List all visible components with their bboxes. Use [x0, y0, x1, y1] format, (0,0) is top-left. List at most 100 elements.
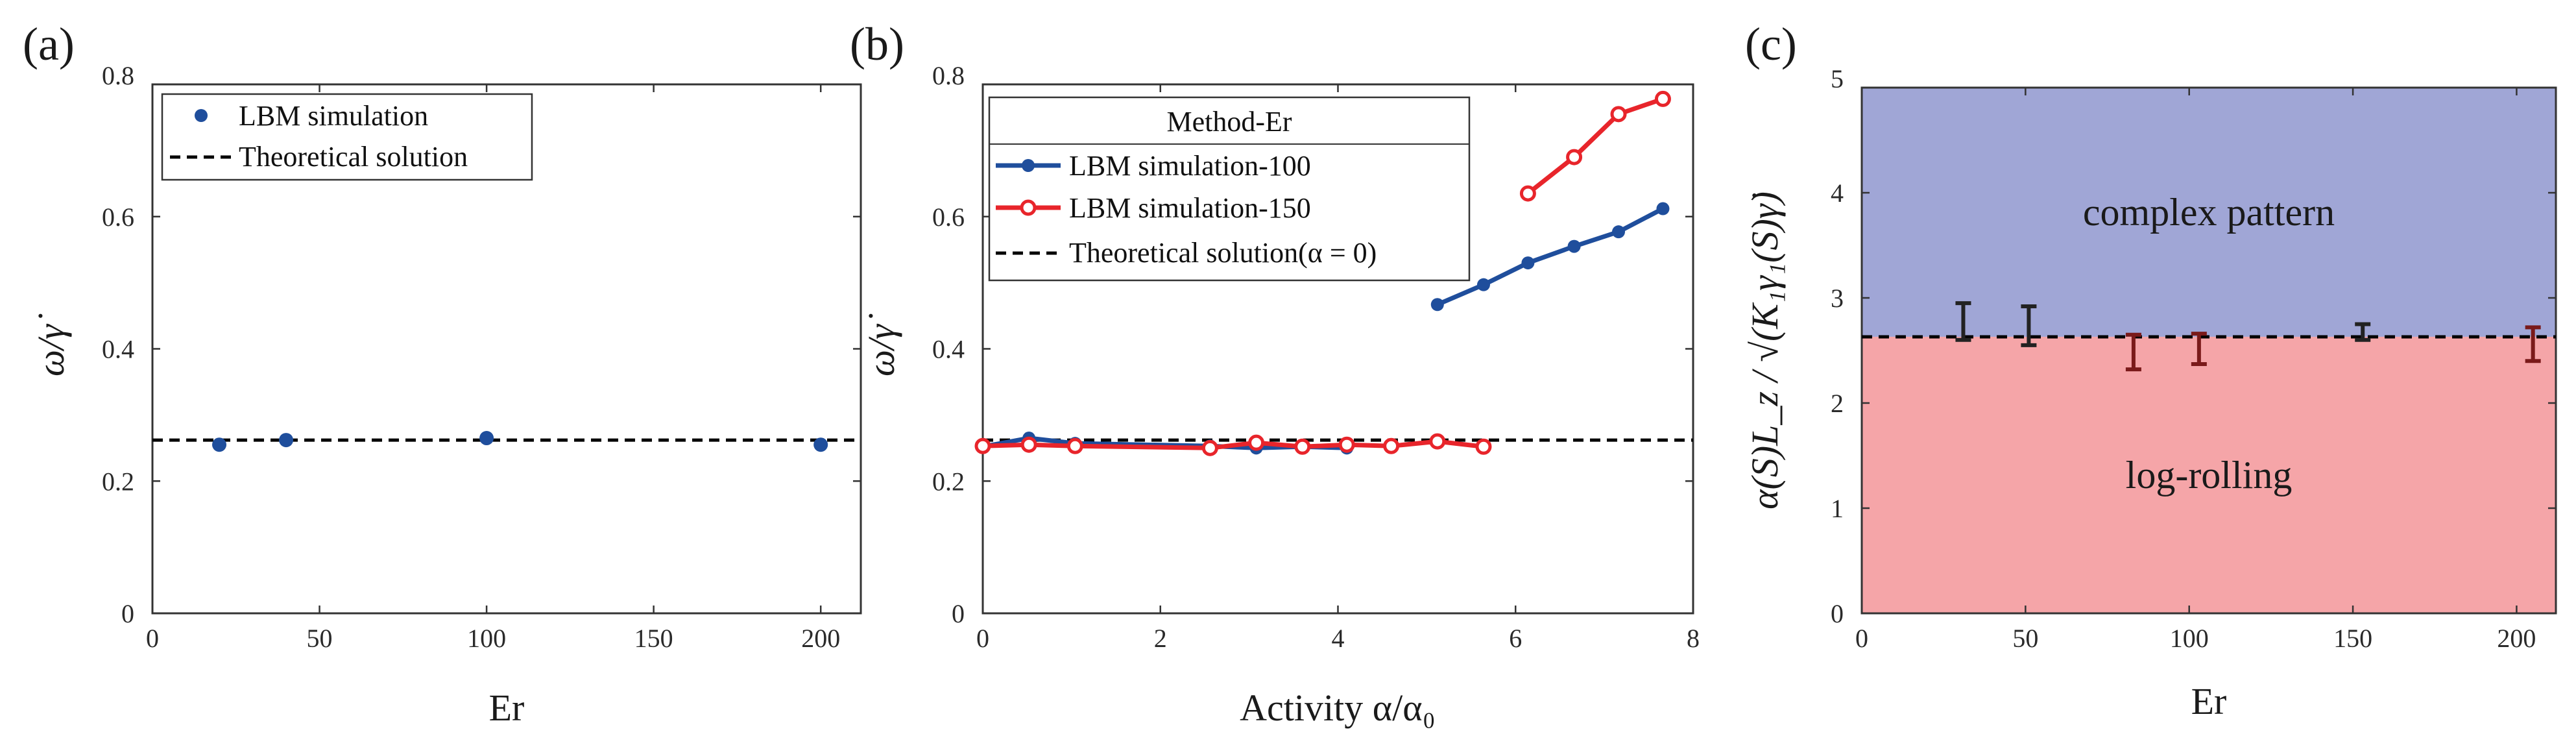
panel-c-x-tick-label: 100 — [2170, 624, 2209, 653]
panel-b-data-point-lbm-simulation-150 — [1201, 439, 1218, 456]
panel-c-regions — [1862, 88, 2556, 613]
panel-a-y-tick-label: 0.2 — [102, 467, 134, 496]
panel-c: 0 50 100 150 200 0 1 2 3 4 5 complex pattern log-r… — [1744, 64, 2557, 722]
panel-b-series-line-lbm-simulation-150 — [982, 439, 1484, 450]
panel-a-data-point — [813, 437, 828, 452]
panel-a-x-tick-label: 0 — [146, 624, 159, 653]
panel-a-x-ticks: 0 50 100 150 200 — [146, 84, 840, 653]
panel-b-data-point-lbm-simulation-150 — [1383, 437, 1400, 454]
panel-b-y-tick-label: 0.6 — [932, 202, 965, 232]
panel-b-legend-title: Method-Er — [1166, 106, 1292, 138]
panel-c-y-tick-label: 0 — [1831, 599, 1844, 628]
panel-b-x-ticks: 0 2 4 6 8 — [976, 84, 1700, 653]
panel-b-data-point-lbm-simulation-100 — [1476, 278, 1490, 291]
panel-a-data-point — [279, 433, 294, 448]
panel-b-y-tick-label: 0.4 — [932, 335, 965, 364]
panel-b-y-axis-title: ω/γ̇ — [860, 313, 902, 376]
panel-c-error-bar — [2525, 325, 2541, 363]
panel-b-x-axis-title: Activity α/α₀ — [1240, 687, 1436, 729]
panel-b-legend-box — [988, 96, 1471, 282]
panel-b-data-point-lbm-simulation-150 — [974, 437, 991, 454]
panel-label-c: (c) — [1745, 18, 1797, 70]
panel-a-legend: LBM simulation Theoretical solution — [161, 93, 533, 181]
panel-b-data-point-lbm-simulation-150 — [1519, 185, 1536, 202]
panel-a-y-tick-label: 0.8 — [102, 61, 134, 90]
panel-a-x-tick-label: 100 — [467, 624, 506, 653]
panel-c-x-tick-label: 0 — [1855, 624, 1868, 653]
panel-a-legend-label-lbm: LBM simulation — [239, 100, 428, 132]
panel-b-data-point-lbm-simulation-150 — [1475, 438, 1492, 455]
panel-c-x-tick-label: 200 — [2497, 624, 2536, 653]
panel-b-series-line-lbm-simulation-150 — [1526, 97, 1664, 195]
panel-b-data-point-lbm-simulation-100 — [1567, 239, 1581, 253]
panel-c-x-tick-label: 50 — [2012, 624, 2038, 653]
panel-b: 0 2 4 6 8 0 0.2 0.4 0.6 0.8 Activity α/α₀ ω/γ̇ M… — [860, 61, 1700, 729]
panel-b-y-tick-label: 0.2 — [932, 467, 965, 496]
panel-a-y-tick-label: 0.6 — [102, 202, 134, 232]
panel-b-data-point-lbm-simulation-100 — [1656, 202, 1670, 215]
panel-b-y-ticks: 0 0.2 0.4 0.6 0.8 — [932, 61, 1693, 628]
panel-a-x-axis-title: Er — [489, 687, 525, 729]
panel-c-region-label-log-rolling: log-rolling — [2126, 454, 2293, 496]
panel-b-x-tick-label: 0 — [976, 624, 989, 653]
panel-c-region-complex-pattern — [1862, 88, 2556, 337]
panel-b-x-tick-label: 4 — [1332, 624, 1345, 653]
panel-b-data-point-lbm-simulation-150 — [1020, 436, 1037, 453]
panel-c-frame — [1860, 86, 2557, 615]
panel-a-data-points — [212, 431, 828, 452]
panel-b-legend-marker-150 — [1020, 199, 1037, 216]
panel-c-region-label-complex-pattern: complex pattern — [2083, 191, 2335, 234]
panel-b-data-point-lbm-simulation-100 — [1521, 256, 1535, 270]
panel-a-y-ticks: 0 0.2 0.4 0.6 0.8 — [102, 61, 861, 628]
panel-b-data-point-lbm-simulation-100 — [1612, 225, 1626, 239]
panel-a-x-tick-label: 150 — [634, 624, 673, 653]
panel-b-x-tick-label: 2 — [1154, 624, 1167, 653]
panel-a-data-point — [212, 437, 227, 452]
panel-b-data-point-lbm-simulation-150 — [1294, 438, 1311, 455]
panel-a-y-tick-label: 0.4 — [102, 335, 134, 364]
panel-b-data-point-lbm-simulation-150 — [1566, 149, 1583, 165]
panel-a-y-tick-label: 0 — [121, 599, 134, 628]
panel-b-x-tick-label: 8 — [1687, 624, 1700, 653]
panel-c-error-bars — [1955, 301, 2541, 372]
panel-c-x-axis-title: Er — [2191, 680, 2227, 722]
panel-b-data-point-lbm-simulation-150 — [1654, 90, 1671, 107]
panel-b-series-line-lbm-simulation-100 — [1436, 206, 1665, 307]
panel-c-x-tick-label: 150 — [2333, 624, 2372, 653]
panel-b-data-series — [974, 90, 1671, 456]
panel-c-region-labels: complex pattern log-rolling — [2083, 191, 2335, 496]
panel-b-data-point-lbm-simulation-150 — [1610, 106, 1627, 123]
panel-c-y-tick-label: 2 — [1831, 389, 1844, 418]
panel-c-error-bar — [2191, 332, 2207, 367]
panel-b-data-point-lbm-simulation-100 — [1430, 298, 1444, 312]
panel-a-y-axis-title: ω/γ̇ — [30, 313, 72, 376]
panel-c-error-bar — [2021, 304, 2037, 347]
panel-b-x-tick-label: 6 — [1509, 624, 1522, 653]
panel-b-data-point-lbm-simulation-150 — [1338, 436, 1355, 453]
panel-b-legend: Method-Er LBM simulation-100 LBM simulat… — [988, 96, 1471, 282]
panel-a-x-tick-label: 200 — [801, 624, 840, 653]
panel-b-y-tick-label: 0.8 — [932, 61, 965, 90]
panel-c-x-ticks: 0 50 100 150 200 — [1855, 88, 2536, 653]
panel-c-error-bar — [2125, 332, 2141, 372]
panel-a-x-tick-label: 50 — [307, 624, 333, 653]
panel-b-legend-label-100: LBM simulation-100 — [1069, 150, 1311, 182]
panel-c-y-tick-label: 5 — [1831, 64, 1844, 93]
panel-c-y-tick-label: 4 — [1831, 178, 1844, 208]
panel-c-y-ticks: 0 1 2 3 4 5 — [1831, 64, 2556, 628]
panel-label-b: (b) — [850, 18, 904, 70]
panel-b-legend-marker-100 — [1022, 159, 1035, 172]
panel-c-y-tick-label: 1 — [1831, 494, 1844, 523]
panel-a-legend-label-theory: Theoretical solution — [239, 141, 468, 173]
panel-a-legend-box — [161, 93, 533, 181]
panel-c-error-bar — [1955, 301, 1971, 342]
panel-b-y-tick-label: 0 — [952, 599, 965, 628]
panel-b-data-point-lbm-simulation-150 — [1429, 433, 1446, 450]
panel-label-a: (a) — [23, 18, 75, 70]
panel-c-error-bar — [2355, 322, 2371, 342]
panel-c-region-log-rolling — [1862, 336, 2556, 613]
panel-b-legend-label-150: LBM simulation-150 — [1069, 192, 1311, 224]
panel-b-legend-label-theory: Theoretical solution(α = 0) — [1069, 237, 1377, 269]
panel-b-data-point-lbm-simulation-150 — [1248, 434, 1265, 451]
